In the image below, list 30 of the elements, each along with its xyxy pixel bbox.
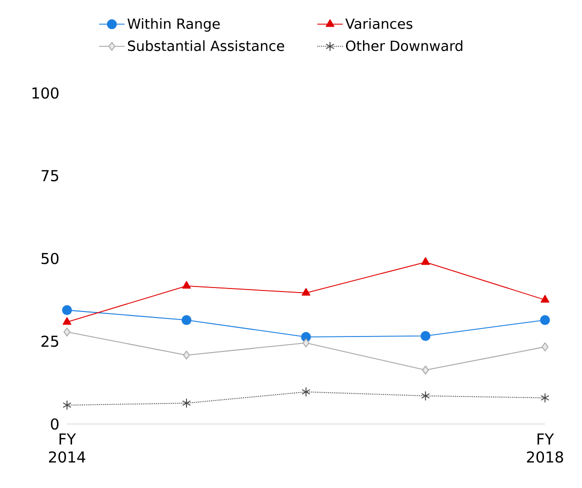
legend-label: Within Range (128, 18, 220, 32)
point (542, 342, 548, 352)
point (421, 390, 430, 401)
point (540, 294, 550, 303)
y-tick-label: 50 (42, 252, 58, 264)
x-tick-label: FY 2014 (49, 434, 86, 463)
point (182, 281, 191, 289)
point (62, 305, 72, 316)
point (183, 350, 190, 360)
point (302, 386, 310, 397)
point (64, 328, 70, 336)
legend-label: Substantial Assistance (128, 40, 284, 52)
point (540, 315, 550, 326)
legend-label: Variances (345, 18, 412, 29)
point (182, 315, 192, 326)
point (422, 366, 429, 374)
x-tick-label: FY 2018 (527, 434, 564, 463)
point (302, 288, 310, 296)
point (420, 331, 430, 341)
point (182, 398, 191, 408)
point (62, 317, 72, 325)
point (62, 400, 72, 410)
point (421, 257, 430, 265)
point (540, 392, 550, 403)
y-tick-label: 75 (42, 170, 58, 182)
y-tick-label: 25 (41, 336, 58, 347)
legend-label: Other Downward (346, 40, 462, 52)
y-tick-label: 0 (50, 418, 58, 430)
point (302, 338, 310, 348)
y-tick-label: 100 (32, 87, 58, 99)
